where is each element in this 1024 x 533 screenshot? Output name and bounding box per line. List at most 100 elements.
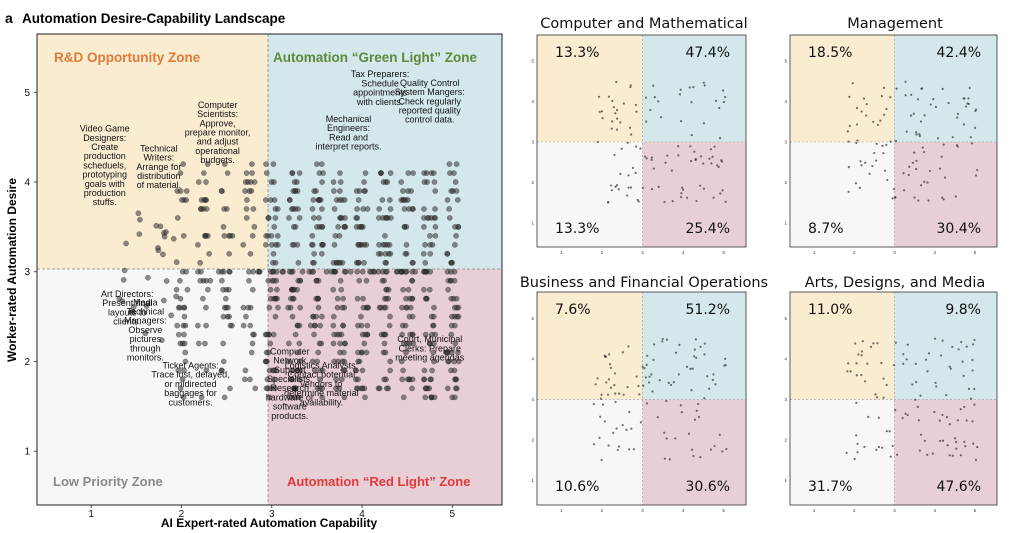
occupation-annotation: Video Game Designers: Create production sche…	[80, 124, 130, 208]
scatter-point	[250, 331, 256, 338]
scatter-point	[448, 367, 454, 374]
x-tick-label: 3	[893, 508, 896, 513]
scatter-point	[904, 80, 907, 83]
scatter-point	[849, 370, 852, 373]
scatter-point	[695, 356, 698, 359]
scatter-point	[895, 87, 898, 90]
scatter-point	[220, 358, 227, 365]
scatter-point	[718, 137, 722, 140]
scatter-point	[219, 277, 225, 284]
scatter-point	[712, 196, 715, 199]
y-tick-label: 2	[784, 438, 787, 443]
category-panel: Business and Financial Operations 1 2 3 4 5 1 2…	[520, 275, 768, 513]
scatter-point	[310, 197, 317, 203]
x-tick-label: 3	[269, 509, 275, 520]
scatter-point	[963, 405, 966, 409]
scatter-point	[229, 322, 235, 329]
panel-frame	[536, 291, 747, 506]
scatter-point	[650, 158, 653, 162]
scatter-point	[400, 188, 406, 194]
scatter-point	[290, 188, 297, 194]
scatter-point	[959, 454, 962, 457]
scatter-point	[360, 206, 367, 212]
scatter-point	[712, 373, 715, 376]
scatter-point	[287, 197, 293, 203]
scatter-point	[243, 313, 249, 320]
scatter-point	[894, 409, 897, 412]
scatter-point	[455, 358, 462, 365]
scatter-point	[448, 322, 455, 329]
scatter-point	[421, 367, 428, 374]
scatter-point	[297, 304, 303, 311]
scatter-point	[699, 184, 702, 187]
scatter-point	[596, 140, 599, 144]
scatter-point	[252, 385, 258, 392]
pct-top-left: 11.0%	[808, 302, 852, 318]
scatter-point	[375, 250, 382, 257]
y-tick-label: 4	[784, 356, 787, 361]
scatter-point	[915, 133, 918, 136]
scatter-point	[453, 161, 460, 167]
rd-opportunity-zone	[537, 292, 643, 400]
scatter-point	[951, 454, 954, 457]
scatter-point	[354, 268, 361, 275]
scatter-point	[181, 313, 188, 320]
scatter-point	[860, 164, 863, 167]
panel-title: Management	[847, 16, 943, 32]
scatter-point	[974, 174, 978, 177]
scatter-point	[295, 349, 301, 356]
scatter-point	[331, 331, 337, 338]
pct-bottom-left: 31.7%	[808, 479, 852, 495]
x-tick-label: 3	[893, 250, 896, 255]
scatter-point	[627, 345, 630, 348]
category-panel: Computer and Mathematical 1 2 3 4 5 1 2 3 4 5 13.3%…	[531, 16, 747, 255]
scatter-point	[431, 170, 437, 176]
scatter-point	[909, 114, 913, 117]
scatter-point	[703, 342, 706, 345]
scatter-point	[410, 170, 416, 176]
scatter-point	[451, 170, 457, 176]
scatter-point	[610, 189, 614, 192]
red-zone-label: Automation “Red Light” Zone	[287, 474, 470, 489]
scatter-point	[432, 224, 439, 230]
scatter-point	[421, 170, 427, 176]
scatter-point	[883, 169, 887, 172]
scatter-point	[599, 397, 603, 400]
scatter-point	[607, 95, 611, 98]
scatter-point	[240, 304, 247, 311]
scatter-point	[168, 312, 174, 319]
scatter-point	[866, 362, 869, 365]
scatter-point	[182, 358, 189, 365]
scatter-point	[429, 331, 435, 338]
scatter-point	[651, 390, 654, 393]
scatter-point	[387, 313, 393, 320]
scatter-point	[847, 362, 850, 365]
scatter-point	[242, 367, 249, 374]
scatter-point	[714, 99, 718, 102]
scatter-point	[697, 415, 701, 419]
scatter-point	[693, 348, 696, 351]
scatter-point	[880, 361, 883, 365]
scatter-point	[296, 215, 303, 221]
scatter-point	[312, 322, 318, 329]
scatter-point	[384, 242, 391, 248]
red-light-zone	[642, 399, 746, 505]
main-axis-ticks: 1 2 3 4 5 1 2 3 4 5	[24, 88, 455, 520]
scatter-point	[337, 170, 343, 176]
scatter-point	[637, 200, 640, 203]
scatter-point	[341, 394, 348, 401]
scatter-point	[709, 148, 712, 151]
scatter-point	[279, 268, 286, 275]
scatter-point	[296, 340, 303, 347]
scatter-point	[292, 385, 299, 392]
scatter-point	[330, 259, 337, 266]
scatter-point	[296, 376, 303, 383]
scatter-point	[848, 124, 851, 128]
scatter-point	[916, 405, 919, 408]
scatter-point	[382, 304, 389, 311]
scatter-point	[367, 268, 373, 275]
scatter-point	[678, 93, 682, 96]
green-light-zone	[894, 35, 997, 143]
scatter-point	[606, 201, 610, 204]
